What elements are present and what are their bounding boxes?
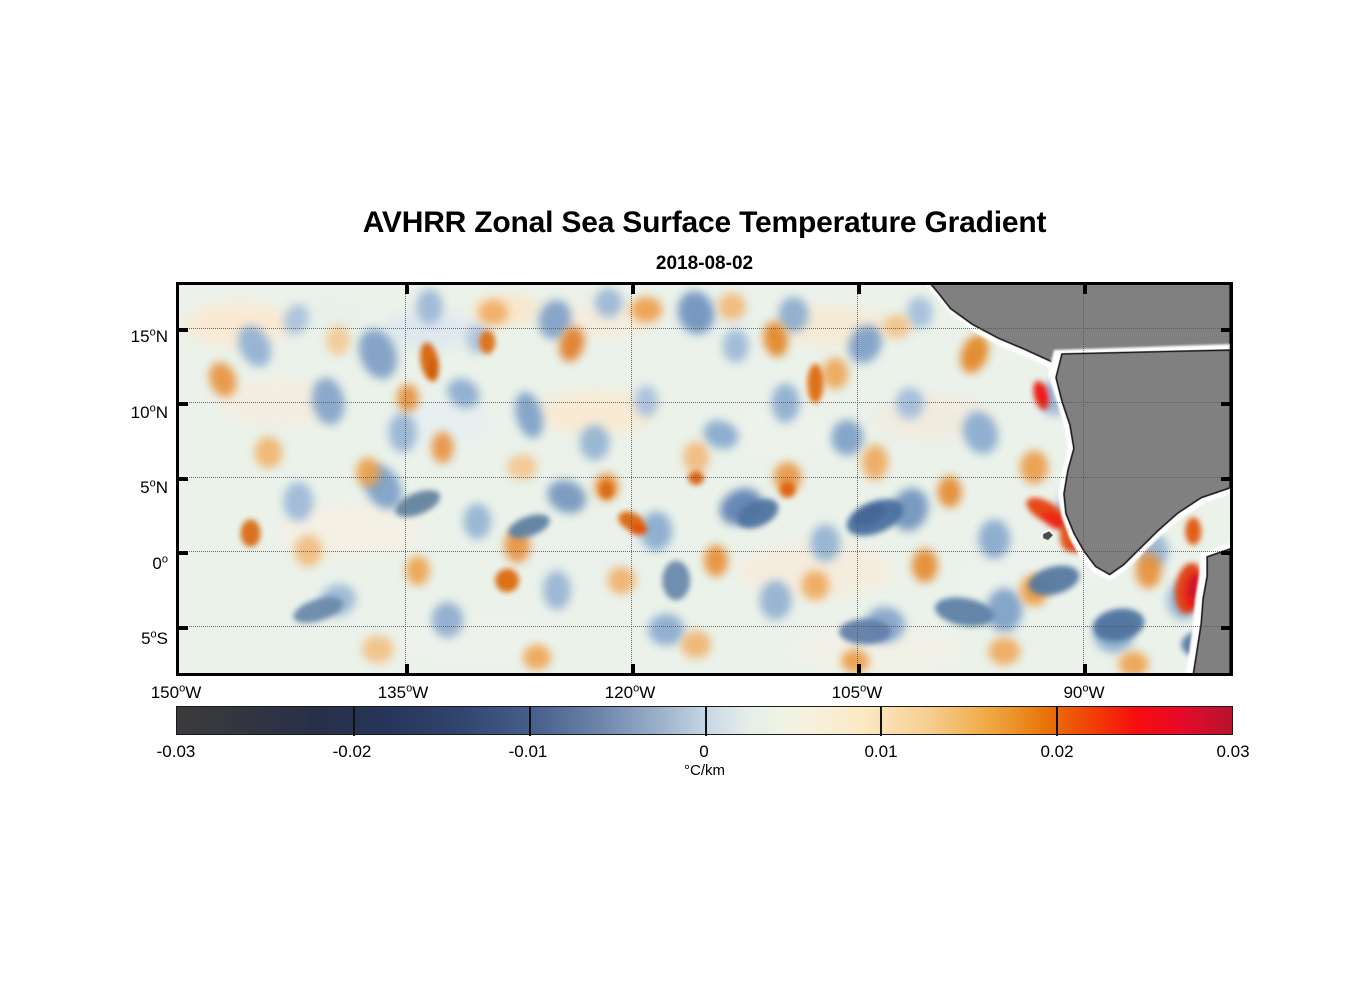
tick-lon-120-top (630, 285, 635, 294)
heatmap-svg (179, 285, 1230, 673)
colorbar-label--0.01: -0.01 (508, 742, 548, 761)
colorbar-label-0: 0 (699, 742, 709, 761)
xtick-label-135W: 135oW (377, 682, 429, 702)
tick-lat-15 (179, 327, 188, 332)
xtick-label-90W: 90oW (1063, 682, 1105, 702)
tick-lon-135-top (404, 285, 409, 294)
colorbar[interactable] (176, 706, 1233, 736)
xtick-label-105W: 105oW (831, 682, 883, 702)
colorbar-unit-label: °C/km (684, 762, 725, 779)
tick-lon-105 (856, 664, 861, 673)
page-title: AVHRR Zonal Sea Surface Temperature Grad… (362, 206, 1047, 239)
ytick-label-15N: 15oN (130, 326, 168, 346)
tick-lon-90 (1082, 664, 1087, 673)
colorbar-label-0.03: 0.03 (1216, 742, 1250, 761)
ytick-label-5N: 5oN (140, 477, 168, 497)
xtick-label-120W: 120oW (604, 682, 656, 702)
sst-gradient-heatmap (179, 285, 1230, 673)
tick-lat-10-right (1221, 402, 1230, 407)
xtick-label-150W: 150oW (150, 682, 202, 702)
ytick-label-5S: 5oS (141, 628, 168, 648)
colorbar-label-0.02: 0.02 (1040, 742, 1074, 761)
colorbar-tick--0.02 (352, 707, 355, 736)
colorbar-tick-0.02 (1056, 707, 1059, 736)
tick-lat-10 (179, 402, 188, 407)
figure-subtitle: 2018-08-02 (655, 253, 754, 274)
tick-lon-135 (404, 664, 409, 673)
tick-lon-105-top (856, 285, 861, 294)
tick-lat-5 (179, 476, 188, 481)
tick-lat-m5-right (1221, 625, 1230, 630)
tick-lat-0-right (1221, 551, 1230, 556)
tick-lat-5-right (1221, 476, 1230, 481)
tick-lat-m5 (179, 625, 188, 630)
colorbar-tick-0 (704, 707, 707, 736)
colorbar-label--0.02: -0.02 (332, 742, 372, 761)
tick-lat-0 (179, 551, 188, 556)
colorbar-label--0.03: -0.03 (156, 742, 196, 761)
colorbar-label-0.01: 0.01 (864, 742, 898, 761)
ytick-label-0: 0o (152, 553, 168, 573)
colorbar-tick-0.01 (880, 707, 883, 736)
ytick-label-10N: 10oN (130, 402, 168, 422)
tick-lon-90-top (1082, 285, 1087, 294)
colorbar-tick--0.01 (528, 707, 531, 736)
map-axes[interactable] (176, 282, 1233, 676)
tick-lat-15-right (1221, 327, 1230, 332)
tick-lon-120 (630, 664, 635, 673)
